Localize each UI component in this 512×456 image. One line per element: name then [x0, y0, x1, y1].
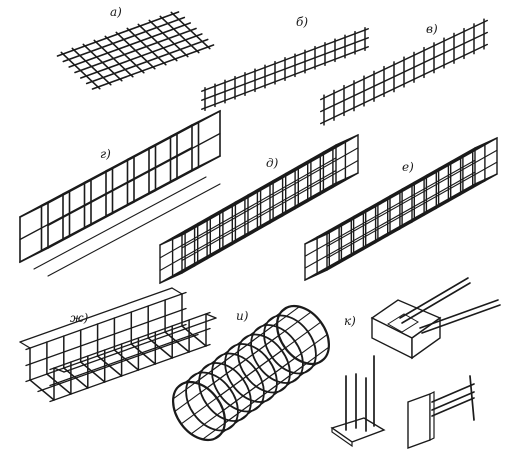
- spatial-cage-drawing-g: [19, 109, 221, 277]
- label-g: г): [100, 147, 111, 161]
- label-v: в): [426, 22, 438, 36]
- flat-mesh-drawing: [56, 11, 215, 90]
- trough-cage-drawing: [19, 287, 217, 403]
- label-a: а): [110, 5, 122, 19]
- label-zh: ж): [70, 311, 89, 325]
- label-d: д): [266, 156, 279, 170]
- label-i: и): [236, 309, 249, 323]
- spatial-cage-drawing-e: [304, 136, 498, 282]
- label-e: е): [402, 160, 414, 174]
- cylindrical-cage-drawing: [172, 304, 330, 442]
- embedded-parts-drawing: [330, 277, 501, 449]
- flat-frame-drawing-b: [201, 27, 369, 111]
- label-k: к): [344, 314, 356, 328]
- flat-frame-drawing-v: [320, 18, 488, 126]
- label-b: б): [296, 15, 308, 29]
- spatial-cage-drawing-d: [159, 133, 359, 285]
